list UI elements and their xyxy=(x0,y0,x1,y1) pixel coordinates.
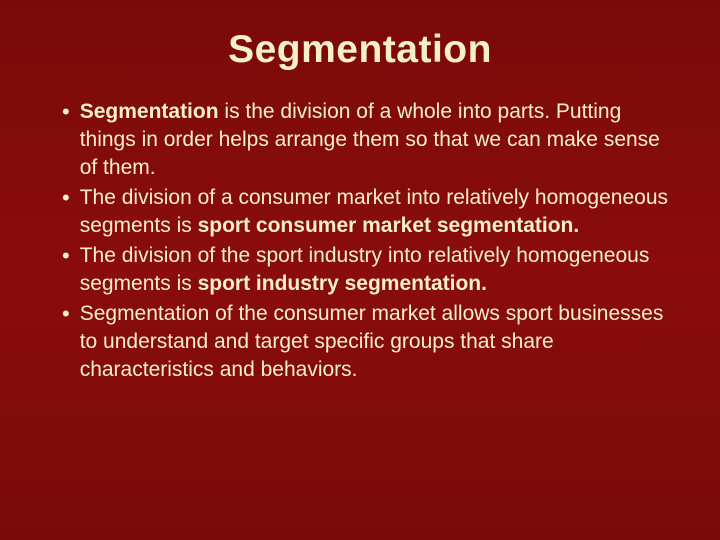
bullet-item: • Segmentation of the consumer market all… xyxy=(62,300,678,384)
bullet-text: The division of the sport industry into … xyxy=(80,242,678,298)
bullet-text: Segmentation is the division of a whole … xyxy=(80,98,678,182)
bullet-text: The division of a consumer market into r… xyxy=(80,184,678,240)
slide-title: Segmentation xyxy=(42,28,678,72)
bullet-text: Segmentation of the consumer market allo… xyxy=(80,300,678,384)
bullet-dot-icon: • xyxy=(62,300,70,328)
bullet-item: • The division of the sport industry into… xyxy=(62,242,678,298)
bullet-dot-icon: • xyxy=(62,98,70,126)
bullet-dot-icon: • xyxy=(62,242,70,270)
slide-content: • Segmentation is the division of a whole… xyxy=(42,98,678,384)
bullet-item: • The division of a consumer market into … xyxy=(62,184,678,240)
plain-text: Segmentation of the consumer market allo… xyxy=(80,302,664,381)
bullet-dot-icon: • xyxy=(62,184,70,212)
bold-text: sport industry segmentation. xyxy=(198,272,487,295)
bullet-item: • Segmentation is the division of a whole… xyxy=(62,98,678,182)
bold-text: sport consumer market segmentation. xyxy=(198,214,580,237)
bold-text: Segmentation xyxy=(80,100,219,123)
slide-container: Segmentation • Segmentation is the divisi… xyxy=(0,0,720,540)
